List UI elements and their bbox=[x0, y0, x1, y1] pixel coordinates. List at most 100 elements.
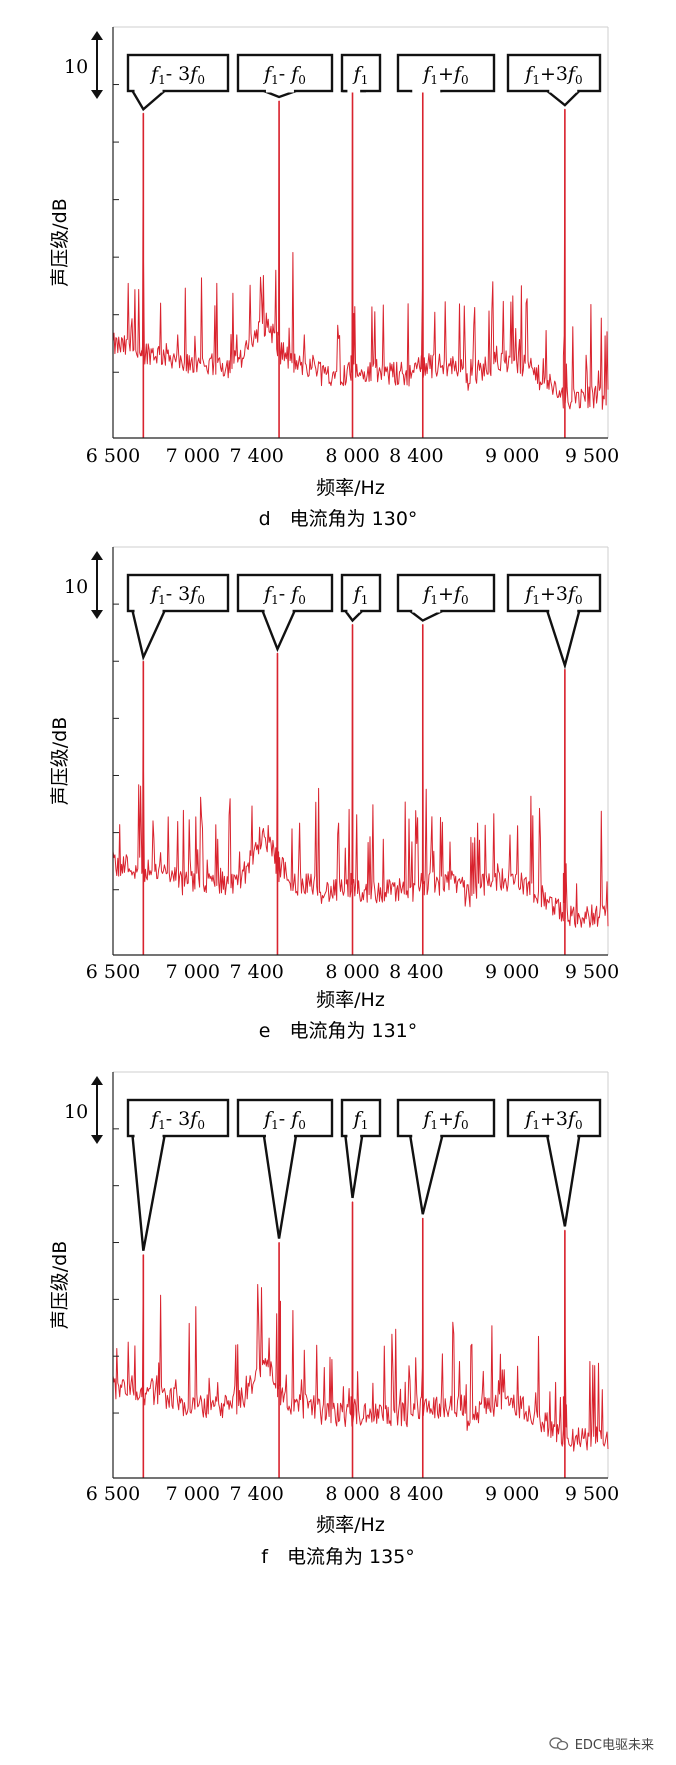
callout-label: f1+f0 bbox=[421, 63, 468, 87]
callout-label-part: 0 bbox=[298, 1118, 306, 1132]
callout-label-part: 0 bbox=[298, 73, 306, 87]
callout-label-part: +3 bbox=[540, 583, 568, 605]
callout-box bbox=[126, 573, 230, 613]
scale-marker-label: 10 bbox=[64, 1101, 88, 1123]
callout-label-part: 1 bbox=[158, 1118, 166, 1132]
callout-label-part: f bbox=[289, 1108, 301, 1130]
spectrum-line bbox=[112, 624, 609, 928]
x-tick-label: 8 400 bbox=[389, 1483, 443, 1505]
watermark: EDC电驱未来 bbox=[549, 1734, 654, 1753]
callout-label-part: f bbox=[523, 583, 535, 605]
x-tick-label: 9 000 bbox=[485, 961, 539, 983]
callout-pointer bbox=[344, 1134, 364, 1199]
panel-subtitle: d 电流角为 130° bbox=[259, 508, 418, 530]
callout-label-part: f bbox=[289, 583, 301, 605]
scale-arrow-head-up bbox=[91, 1076, 103, 1085]
x-tick-label: 6 500 bbox=[86, 445, 140, 467]
callout-label: f1- f0 bbox=[262, 583, 306, 607]
callout-label-part: 1 bbox=[271, 593, 279, 607]
callout-label: f1- 3f0 bbox=[149, 1108, 205, 1132]
callout-box bbox=[236, 1098, 334, 1138]
peak-callout: f1+f0 bbox=[396, 53, 496, 93]
x-tick-label: 7 000 bbox=[166, 445, 220, 467]
callout-box bbox=[126, 53, 230, 93]
peak-callout: f1- 3f0 bbox=[126, 1098, 230, 1251]
callout-box bbox=[126, 1098, 230, 1138]
x-tick-label: 7 000 bbox=[166, 1483, 220, 1505]
callout-label-part: f bbox=[452, 583, 464, 605]
callout-label: f1- f0 bbox=[262, 1108, 306, 1132]
callout-pointer bbox=[262, 1134, 298, 1239]
peak-callout: f1+3f0 bbox=[506, 53, 602, 107]
callout-pointer bbox=[408, 1134, 444, 1215]
peak-callout: f1 bbox=[340, 53, 382, 93]
callout-box bbox=[506, 1098, 602, 1138]
peak-callout: f1- 3f0 bbox=[126, 53, 230, 112]
callout-pointer bbox=[545, 609, 581, 670]
x-tick-label: 7 400 bbox=[230, 961, 284, 983]
x-tick-label: 8 400 bbox=[389, 961, 443, 983]
scale-arrow-head-up bbox=[91, 31, 103, 40]
callout-label: f1 bbox=[352, 1108, 369, 1132]
x-tick-label: 8 400 bbox=[389, 445, 443, 467]
callout-label-part: f bbox=[149, 583, 161, 605]
callout-label-part: 0 bbox=[461, 1118, 469, 1132]
callout-pointer bbox=[131, 609, 167, 661]
callout-label-part: f bbox=[188, 63, 200, 85]
x-tick-label: 6 500 bbox=[86, 961, 140, 983]
callout-box bbox=[236, 53, 334, 93]
panel-subtitle: e 电流角为 131° bbox=[259, 1020, 418, 1042]
x-tick-label: 8 000 bbox=[325, 445, 379, 467]
callout-label-part: 0 bbox=[197, 73, 205, 87]
callout-label: f1+3f0 bbox=[523, 63, 582, 87]
callout-label-part: - bbox=[279, 583, 291, 605]
callout-label-part: f bbox=[262, 1108, 274, 1130]
callout-label: f1 bbox=[352, 583, 369, 607]
callout-label-part: f bbox=[352, 63, 364, 85]
callout-label-part: 1 bbox=[430, 593, 438, 607]
callout-label-part: f bbox=[421, 63, 433, 85]
x-tick-label: 7 400 bbox=[230, 1483, 284, 1505]
callout-label-part: + bbox=[438, 583, 454, 605]
callout-label-part: f bbox=[188, 1108, 200, 1130]
callout-label: f1+3f0 bbox=[523, 583, 582, 607]
callout-pointer bbox=[260, 609, 297, 653]
x-tick-label: 9 000 bbox=[485, 445, 539, 467]
x-axis-label: 频率/Hz bbox=[316, 989, 385, 1011]
callout-label-part: 0 bbox=[575, 73, 583, 87]
peak-callout: f1- 3f0 bbox=[126, 573, 230, 661]
x-tick-label: 7 400 bbox=[230, 445, 284, 467]
x-tick-label: 9 500 bbox=[565, 961, 619, 983]
callout-pointer bbox=[131, 1134, 166, 1251]
callout-label-part: 1 bbox=[271, 73, 279, 87]
callout-label-part: f bbox=[523, 63, 535, 85]
callout-pointer bbox=[543, 89, 583, 107]
callout-label-part: + bbox=[438, 1108, 454, 1130]
peak-callout: f1- f0 bbox=[236, 53, 334, 99]
scale-arrow-head-down bbox=[91, 1135, 103, 1144]
callout-pointer bbox=[130, 89, 168, 112]
callout-label-part: 1 bbox=[158, 593, 166, 607]
callout-label-part: 0 bbox=[197, 1118, 205, 1132]
peak-callout: f1 bbox=[340, 1098, 382, 1199]
callout-label-part: 0 bbox=[461, 73, 469, 87]
x-tick-label: 8 000 bbox=[325, 961, 379, 983]
callout-label-part: f bbox=[352, 1108, 364, 1130]
wechat-icon bbox=[549, 1736, 568, 1750]
spectrum-line bbox=[112, 1201, 609, 1452]
x-tick-label: 8 000 bbox=[325, 1483, 379, 1505]
x-axis-label: 频率/Hz bbox=[316, 1514, 385, 1536]
callout-label-part: 1 bbox=[158, 73, 166, 87]
scale-arrow-head-down bbox=[91, 610, 103, 619]
panel-subtitle: f 电流角为 135° bbox=[261, 1546, 415, 1568]
peak-callout: f1- f0 bbox=[236, 1098, 334, 1239]
callout-label: f1+f0 bbox=[421, 583, 468, 607]
callout-box bbox=[396, 1098, 496, 1138]
callout-label-part: - 3 bbox=[166, 63, 191, 85]
callout-label-part: - bbox=[279, 1108, 291, 1130]
watermark-text: EDC电驱未来 bbox=[574, 1738, 654, 1753]
callout-label-part: 1 bbox=[532, 73, 540, 87]
